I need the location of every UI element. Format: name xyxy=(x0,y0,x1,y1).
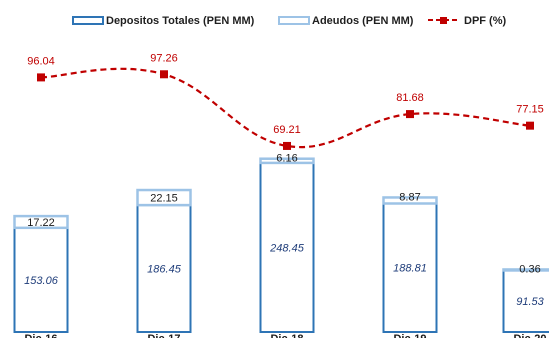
legend-label-depositos: Depositos Totales (PEN MM) xyxy=(106,15,255,27)
dpf-label-dic-19: 81.68 xyxy=(396,92,424,104)
label-depositos-dic-16: 153.06 xyxy=(24,275,59,287)
dpf-marker-dic-18 xyxy=(283,142,291,150)
category-label-dic-17: Dic-17 xyxy=(147,333,180,338)
label-depositos-dic-18: 248.45 xyxy=(269,242,305,254)
label-adeudos-dic-16: 17.22 xyxy=(27,217,55,229)
legend-marker-dpf xyxy=(440,17,447,24)
legend-swatch-depositos xyxy=(73,17,103,24)
label-adeudos-dic-18: 6.16 xyxy=(276,153,297,165)
dpf-label-dic-17: 97.26 xyxy=(150,52,178,64)
dpf-marker-dic-17 xyxy=(160,70,168,78)
category-label-dic-18: Dic-18 xyxy=(270,333,303,338)
label-depositos-dic-17: 186.45 xyxy=(147,264,182,276)
label-depositos-dic-20: 91.53 xyxy=(516,296,544,308)
dpf-label-dic-20: 77.15 xyxy=(516,104,544,116)
label-adeudos-dic-20: 0.36 xyxy=(519,263,540,275)
legend-label-dpf: DPF (%) xyxy=(464,15,507,27)
dpf-marker-dic-19 xyxy=(406,110,414,118)
dpf-line-layer xyxy=(37,69,534,150)
label-adeudos-dic-19: 8.87 xyxy=(399,191,420,203)
category-label-dic-16: Dic-16 xyxy=(24,333,57,338)
dpf-label-dic-16: 96.04 xyxy=(27,55,55,67)
category-label-dic-19: Dic-19 xyxy=(393,333,426,338)
legend: Depositos Totales (PEN MM) Adeudos (PEN … xyxy=(73,15,507,27)
legend-swatch-adeudos xyxy=(279,17,309,24)
label-adeudos-dic-17: 22.15 xyxy=(150,193,178,205)
dpf-marker-dic-16 xyxy=(37,73,45,81)
dpf-marker-dic-20 xyxy=(526,122,534,130)
category-label-dic-20: Dic-20 xyxy=(513,333,546,338)
legend-label-adeudos: Adeudos (PEN MM) xyxy=(312,15,414,27)
label-depositos-dic-19: 188.81 xyxy=(393,263,427,275)
dpf-label-dic-18: 69.21 xyxy=(273,124,301,136)
